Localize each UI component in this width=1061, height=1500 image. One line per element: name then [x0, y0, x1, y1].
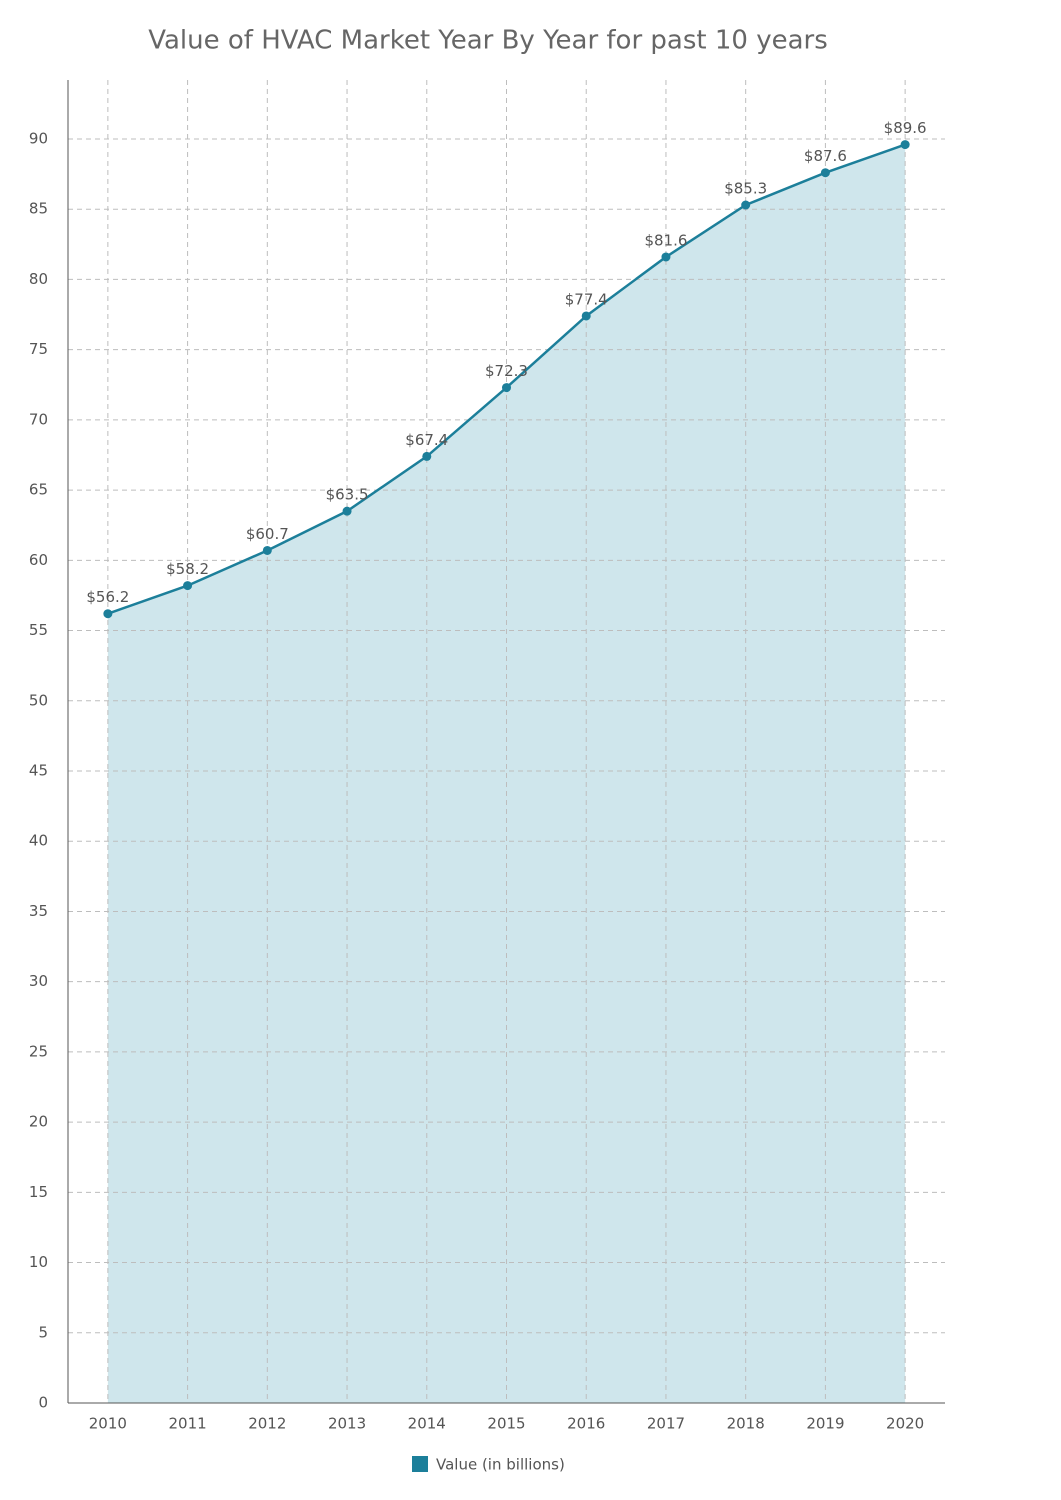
y-tick-label: 80	[29, 270, 48, 288]
data-label: $72.3	[485, 362, 528, 380]
y-tick-label: 75	[29, 340, 48, 358]
x-tick-label: 2011	[168, 1415, 206, 1433]
y-tick-label: 30	[29, 972, 48, 990]
point	[581, 311, 591, 321]
point	[900, 140, 910, 150]
x-tick-label: 2012	[248, 1415, 286, 1433]
x-tick-label: 2013	[328, 1415, 366, 1433]
data-label: $63.5	[326, 486, 369, 504]
point	[262, 545, 272, 555]
data-label: $81.6	[644, 231, 687, 249]
x-tick-label: 2017	[647, 1415, 685, 1433]
x-tick-label: 2020	[886, 1415, 924, 1433]
x-tick-label: 2015	[487, 1415, 525, 1433]
point	[820, 168, 830, 178]
y-tick-label: 40	[29, 832, 48, 850]
data-label: $77.4	[565, 290, 608, 308]
y-tick-label: 20	[29, 1113, 48, 1131]
y-tick-label: 70	[29, 410, 48, 428]
x-tick-label: 2014	[408, 1415, 446, 1433]
data-label: $60.7	[246, 525, 289, 543]
legend-swatch	[412, 1456, 428, 1472]
y-tick-label: 65	[29, 481, 48, 499]
y-tick-label: 0	[38, 1394, 48, 1412]
y-tick-label: 50	[29, 691, 48, 709]
point	[342, 506, 352, 516]
point	[422, 451, 432, 461]
y-tick-label: 25	[29, 1042, 48, 1060]
point	[502, 383, 511, 393]
y-tick-label: 55	[29, 621, 48, 639]
point	[103, 609, 113, 619]
point	[661, 252, 671, 262]
x-tick-label: 2016	[567, 1415, 605, 1433]
y-tick-label: 15	[29, 1183, 48, 1201]
data-label: $85.3	[724, 179, 767, 197]
y-tick-label: 45	[29, 761, 48, 779]
y-tick-label: 5	[38, 1323, 48, 1341]
data-label: $58.2	[166, 560, 209, 578]
chart-title: Value of HVAC Market Year By Year for pa…	[148, 26, 828, 56]
data-label: $87.6	[804, 147, 847, 165]
y-tick-label: 10	[29, 1253, 48, 1271]
point	[741, 200, 751, 210]
point	[183, 581, 193, 591]
x-tick-label: 2019	[806, 1415, 844, 1433]
legend-label: Value (in billions)	[436, 1456, 565, 1474]
x-tick-label: 2010	[89, 1415, 127, 1433]
y-tick-label: 85	[29, 200, 48, 218]
data-label: $89.6	[884, 119, 927, 137]
y-tick-label: 35	[29, 902, 48, 920]
y-tick-label: 60	[29, 551, 48, 569]
data-label: $67.4	[405, 431, 448, 449]
y-tick-label: 90	[29, 129, 48, 147]
data-label: $56.2	[86, 588, 129, 606]
x-tick-label: 2018	[727, 1415, 765, 1433]
